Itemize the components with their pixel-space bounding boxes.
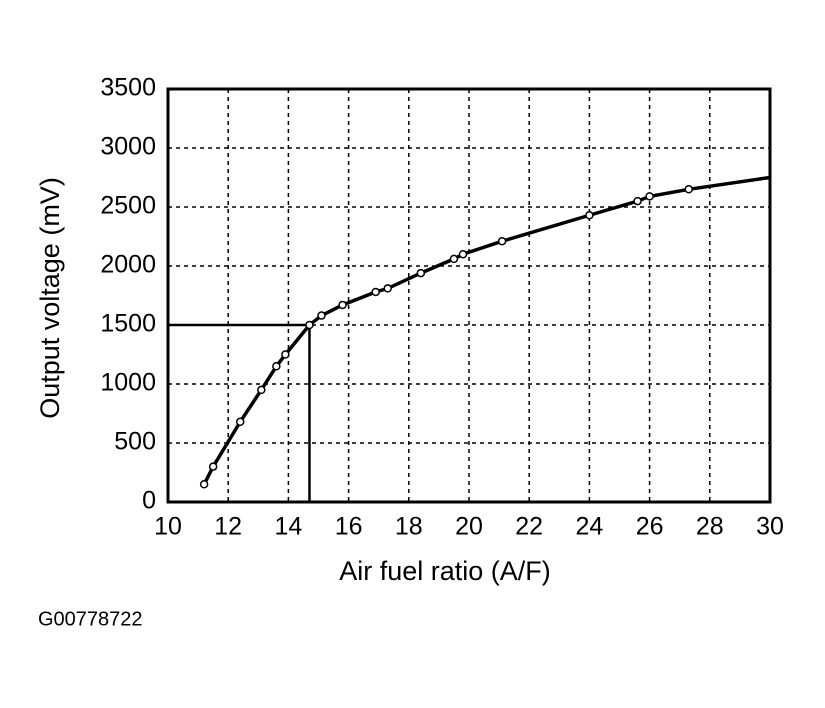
x-tick-label: 14 [274,513,302,541]
data-point [371,287,380,297]
x-axis-label: Air fuel ratio (A/F) [339,556,551,586]
data-point [281,350,290,359]
plot-frame [166,87,772,504]
data-point [684,185,693,194]
x-tick-label: 16 [335,513,363,541]
x-tick-label: 10 [154,513,182,541]
data-point [383,284,392,293]
data-point [585,211,594,220]
y-tick-label: 3000 [100,133,156,161]
y-tick-label: 500 [114,428,156,456]
x-tick-label: 12 [214,513,242,541]
data-point [317,311,326,320]
y-tick-label: 1000 [100,369,156,397]
data-point [208,462,218,471]
x-tick-label: 18 [395,513,423,541]
y-axis-label: Output voltage (mV) [35,177,65,419]
y-tick-label: 0 [142,487,156,515]
data-point [458,249,468,259]
data-point [305,320,314,330]
data-point [257,385,266,395]
y-tick-label: 3500 [100,74,156,102]
x-tick-label: 26 [636,513,664,541]
x-tick-label: 24 [575,513,603,541]
x-tick-label: 28 [696,513,724,541]
data-point [235,417,245,427]
series-line [202,175,771,486]
data-point [416,268,426,278]
data-point [645,192,654,201]
x-tick-label: 20 [455,513,483,541]
data-point [199,480,209,489]
x-tick-label: 30 [756,513,784,541]
data-point [497,236,507,246]
data-point [633,196,642,206]
y-tick-label: 1500 [100,310,156,338]
y-tick-label: 2000 [100,251,156,279]
x-tick-label: 22 [515,513,543,541]
data-point [338,300,347,310]
data-point [272,362,281,371]
y-tick-label: 2500 [100,192,156,220]
data-point [449,254,459,264]
caption: G00778722 [38,608,143,630]
